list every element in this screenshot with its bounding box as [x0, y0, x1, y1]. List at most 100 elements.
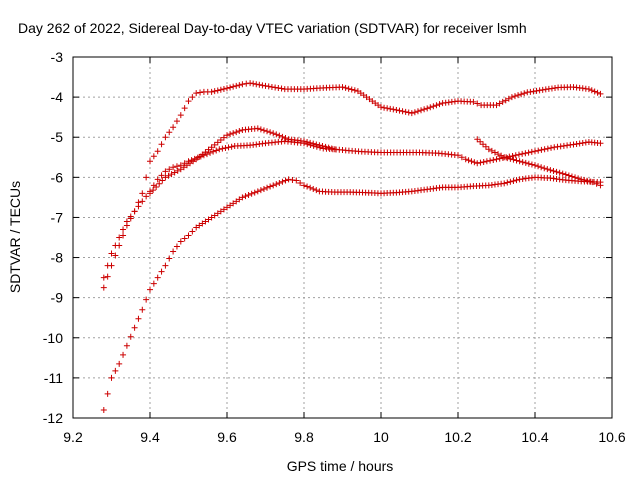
data-point-lower — [245, 191, 252, 198]
data-point-late-descending — [586, 178, 593, 185]
data-point-upper — [162, 134, 169, 141]
data-point-lower — [270, 182, 277, 189]
data-point-middle — [487, 157, 494, 164]
data-point-upper — [588, 87, 595, 94]
data-point-upper — [418, 107, 425, 114]
data-point-hump — [153, 183, 160, 190]
data-point-lower — [230, 200, 237, 207]
data-point-middle — [538, 146, 545, 153]
data-point-lower — [166, 255, 173, 262]
data-point-late-descending — [507, 155, 514, 162]
data-point-upper — [436, 101, 443, 108]
data-point-upper — [505, 95, 512, 102]
y-tick-label: -12 — [43, 410, 63, 426]
y-axis-label: SDTVAR / TECUs — [7, 181, 23, 293]
data-point-lower — [181, 235, 188, 242]
data-point-middle — [519, 150, 526, 157]
axis-ticks — [72, 56, 613, 419]
data-point-upper — [508, 94, 515, 101]
data-markers — [100, 80, 604, 413]
data-point-hump — [171, 169, 178, 176]
data-point-lower — [211, 212, 218, 219]
data-point-lower — [123, 342, 130, 349]
data-point-hump — [174, 167, 181, 174]
data-point-hump — [183, 162, 190, 169]
data-point-lower — [135, 315, 142, 322]
data-point-upper — [170, 124, 177, 131]
data-point-upper — [470, 98, 477, 105]
data-point-lower — [239, 194, 246, 201]
x-tick-label: 9.2 — [63, 429, 83, 445]
data-point-upper — [387, 105, 394, 112]
data-point-hump — [205, 146, 212, 153]
chart-title: Day 262 of 2022, Sidereal Day-to-day VTE… — [18, 20, 527, 36]
data-point-upper — [217, 86, 224, 93]
data-point-lower — [236, 196, 243, 203]
data-point-upper — [345, 85, 352, 92]
data-point-lower — [220, 206, 227, 213]
data-point-middle — [496, 155, 503, 162]
data-point-hump — [196, 153, 203, 160]
data-point-upper — [166, 129, 173, 136]
data-point-hump — [190, 158, 197, 165]
data-point-upper — [597, 90, 604, 97]
data-point-middle — [480, 158, 487, 165]
data-point-lower — [233, 198, 240, 205]
grid-lines — [73, 57, 612, 418]
data-point-upper — [214, 87, 221, 94]
data-point-upper — [502, 97, 509, 104]
data-point-hump — [310, 140, 317, 147]
data-point-lower — [279, 178, 286, 185]
data-point-late-descending — [532, 162, 538, 169]
data-point-middle — [166, 166, 173, 173]
data-point-upper — [342, 84, 349, 91]
data-point-middle — [483, 158, 490, 165]
data-point-lower — [189, 228, 196, 235]
y-tick-label: -3 — [51, 49, 64, 65]
data-point-upper — [250, 80, 257, 87]
data-point-lower — [307, 184, 314, 191]
data-point-hump — [325, 144, 332, 151]
data-point-middle — [544, 145, 551, 152]
data-point-middle — [468, 158, 475, 165]
y-tick-label: -5 — [51, 129, 64, 145]
data-point-hump — [168, 171, 175, 178]
data-point-middle — [474, 160, 481, 167]
data-point-upper — [511, 93, 518, 100]
data-point-upper — [239, 81, 246, 88]
data-point-late-descending — [498, 152, 505, 159]
data-point-upper — [496, 100, 503, 107]
x-tick-label: 10.2 — [444, 429, 471, 445]
data-point-upper — [591, 88, 598, 95]
data-point-upper — [348, 86, 355, 93]
data-point-upper — [396, 107, 403, 114]
data-point-middle — [143, 193, 150, 200]
data-point-lower — [264, 184, 271, 191]
data-point-lower — [501, 180, 508, 187]
data-point-late-descending — [556, 169, 563, 176]
data-point-lower — [242, 193, 249, 200]
data-point-hump — [214, 139, 221, 146]
y-tick-label: -7 — [51, 209, 64, 225]
data-point-late-descending — [504, 155, 511, 162]
x-tick-label: 10.4 — [521, 429, 548, 445]
data-point-middle — [515, 151, 522, 158]
data-point-late-descending — [593, 180, 600, 187]
y-tick-label: -8 — [51, 250, 64, 266]
data-point-late-descending — [597, 182, 604, 189]
data-point-lower — [510, 177, 517, 184]
data-point-lower — [513, 177, 520, 184]
data-point-upper — [411, 109, 418, 116]
data-point-middle — [512, 152, 519, 159]
data-point-hump — [260, 127, 267, 134]
data-point-hump — [165, 172, 172, 179]
data-point-hump — [220, 134, 227, 141]
data-point-lower — [108, 374, 115, 381]
data-point-lower — [267, 183, 274, 190]
data-point-upper — [275, 85, 282, 92]
data-point-late-descending — [522, 159, 529, 166]
y-tick-label: -11 — [44, 370, 63, 386]
data-point-late-descending — [568, 173, 575, 180]
data-point-middle — [207, 149, 214, 156]
